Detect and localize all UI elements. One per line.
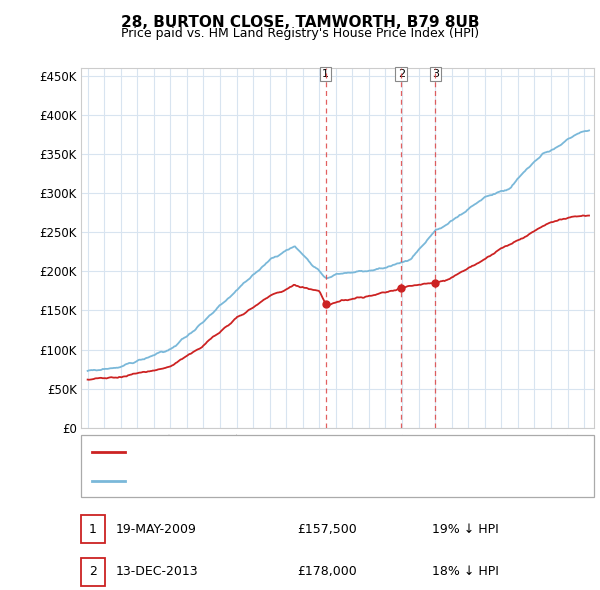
Text: 28, BURTON CLOSE, TAMWORTH, B79 8UB: 28, BURTON CLOSE, TAMWORTH, B79 8UB: [121, 15, 479, 30]
Text: HPI: Average price, detached house, Tamworth: HPI: Average price, detached house, Tamw…: [132, 476, 393, 486]
Text: 1: 1: [322, 69, 329, 79]
Text: £157,500: £157,500: [297, 523, 357, 536]
Text: 3: 3: [432, 69, 439, 79]
Text: 19-MAY-2009: 19-MAY-2009: [116, 523, 197, 536]
Text: 2: 2: [89, 565, 97, 578]
Text: 18% ↓ HPI: 18% ↓ HPI: [432, 565, 499, 578]
Text: £178,000: £178,000: [297, 565, 357, 578]
Text: 28, BURTON CLOSE, TAMWORTH, B79 8UB (detached house): 28, BURTON CLOSE, TAMWORTH, B79 8UB (det…: [132, 447, 469, 457]
Text: 19% ↓ HPI: 19% ↓ HPI: [432, 523, 499, 536]
Text: Price paid vs. HM Land Registry's House Price Index (HPI): Price paid vs. HM Land Registry's House …: [121, 27, 479, 40]
Text: 13-DEC-2013: 13-DEC-2013: [116, 565, 199, 578]
Text: 1: 1: [89, 523, 97, 536]
Text: 2: 2: [398, 69, 405, 79]
